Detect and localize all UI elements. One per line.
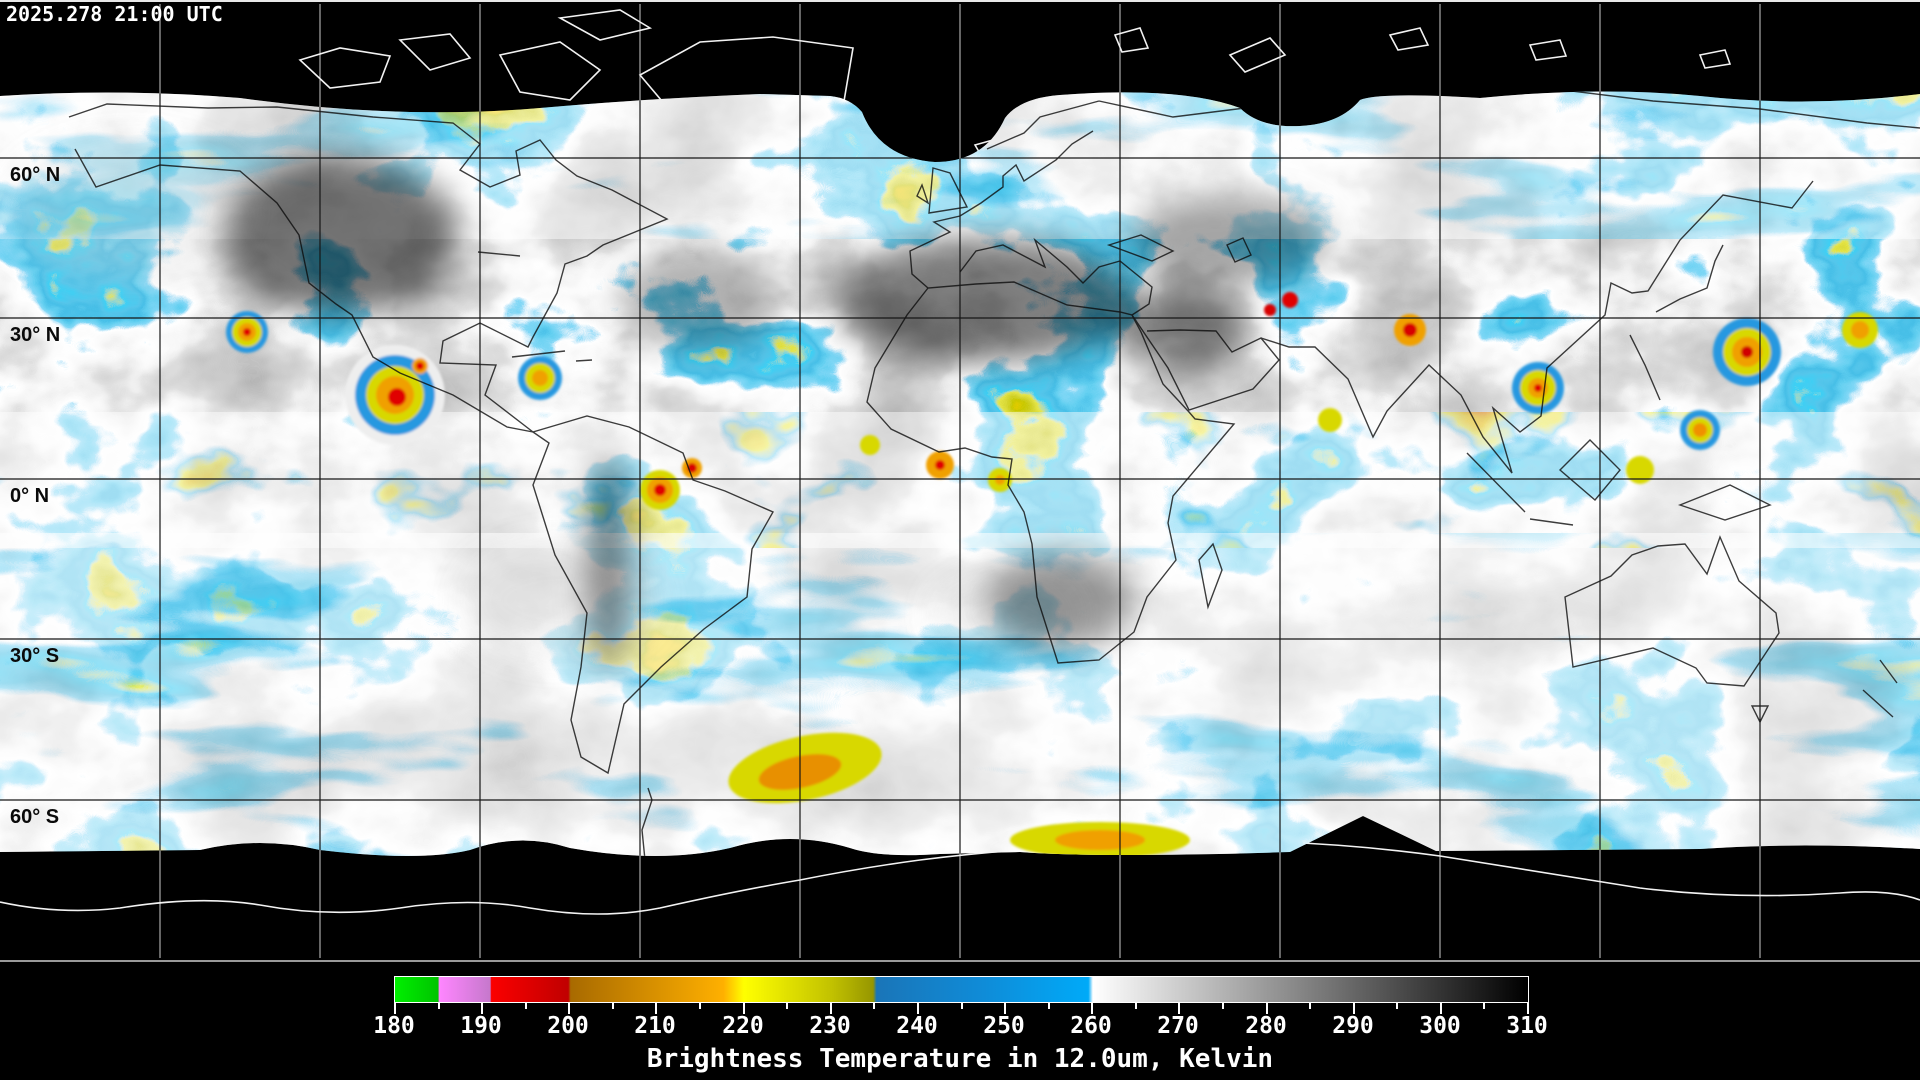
colorbar-tick-label: 250 <box>983 1013 1025 1039</box>
colorbar-minor-tick <box>1135 1003 1137 1009</box>
storm-cell-markers <box>226 292 1878 857</box>
storm-caribbean <box>518 356 562 400</box>
timestamp-label: 2025.278 21:00 UTC <box>6 2 223 26</box>
convection-africa <box>860 435 1012 492</box>
typhoon-west-pacific <box>1512 312 1878 484</box>
colorbar-major-tick <box>917 1003 919 1014</box>
colorbar-tick-label: 310 <box>1506 1013 1548 1039</box>
map-top-border <box>0 0 1920 2</box>
colorbar-tick-label: 180 <box>373 1013 415 1039</box>
colorbar-minor-tick <box>612 1003 614 1009</box>
colorbar-major-tick <box>1178 1003 1180 1014</box>
colorbar-tick-label: 200 <box>547 1013 589 1039</box>
coastlines <box>68 91 1920 857</box>
colorbar-tick-label: 300 <box>1419 1013 1461 1039</box>
latitude-label: 0° N <box>10 485 50 507</box>
colorbar-major-tick <box>1266 1003 1268 1014</box>
colorbar-tick-label: 240 <box>896 1013 938 1039</box>
colorbar-major-tick <box>394 1003 396 1014</box>
map-bottom-border <box>0 960 1920 962</box>
convection-asia <box>1264 292 1426 432</box>
colorbar-caption: Brightness Temperature in 12.0um, Kelvin <box>646 1044 1274 1074</box>
hurricane-east-pacific <box>345 345 445 445</box>
colorbar-major-tick <box>568 1003 570 1014</box>
colorbar-major-tick <box>655 1003 657 1014</box>
colorbar-major-tick <box>1004 1003 1006 1014</box>
colorbar-minor-tick <box>786 1003 788 1009</box>
colorbar-minor-tick <box>1309 1003 1311 1009</box>
colorbar-major-tick <box>1440 1003 1442 1014</box>
colorbar-minor-tick <box>1396 1003 1398 1009</box>
colorbar-major-tick <box>830 1003 832 1014</box>
latitude-label: 60° S <box>10 806 60 828</box>
southern-ocean-warm-band <box>728 732 1190 857</box>
colorbar-major-tick <box>481 1003 483 1014</box>
colorbar-minor-tick <box>873 1003 875 1009</box>
colorbar-tick-label: 190 <box>460 1013 502 1039</box>
latitude-label: 30° N <box>10 324 61 346</box>
colorbar-major-tick <box>743 1003 745 1014</box>
satellite-map-canvas <box>0 4 1920 958</box>
colorbar-minor-tick <box>1222 1003 1224 1009</box>
colorbar-tick-label: 210 <box>634 1013 676 1039</box>
colorbar-tick-label: 280 <box>1245 1013 1287 1039</box>
colorbar-minor-tick <box>1048 1003 1050 1009</box>
colorbar-minor-tick <box>1483 1003 1485 1009</box>
storm-small-pacific <box>226 311 268 353</box>
colorbar-major-tick <box>1527 1003 1529 1014</box>
global-ir-map: 2025.278 21:00 UTC 60° N 30° N 0° N 30° S 60… <box>0 0 1920 962</box>
colorbar-major-tick <box>1353 1003 1355 1014</box>
colorbar-major-tick <box>1091 1003 1093 1014</box>
colorbar-minor-tick <box>525 1003 527 1009</box>
latitude-label: 60° N <box>10 164 61 186</box>
colorbar-tick-label: 290 <box>1332 1013 1374 1039</box>
colorbar-tick-label: 260 <box>1070 1013 1112 1039</box>
colorbar-gradient <box>394 976 1529 1003</box>
colorbar-tick-label: 230 <box>809 1013 851 1039</box>
latitude-label: 30° S <box>10 645 60 667</box>
colorbar-tick-label: 270 <box>1157 1013 1199 1039</box>
colorbar-tick-label: 220 <box>722 1013 764 1039</box>
colorbar-minor-tick <box>699 1003 701 1009</box>
colorbar-minor-tick <box>961 1003 963 1009</box>
colorbar-minor-tick <box>438 1003 440 1009</box>
